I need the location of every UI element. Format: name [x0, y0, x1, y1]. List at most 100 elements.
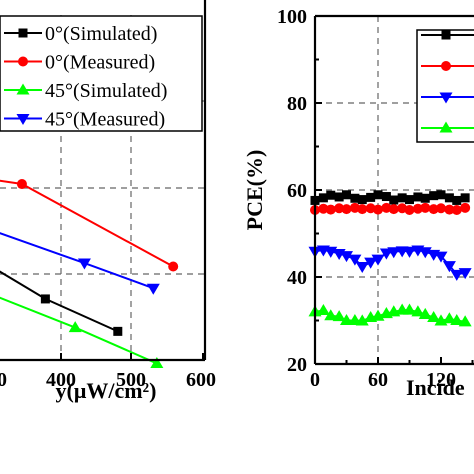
right-series-3-point — [355, 314, 369, 326]
left-x-axis-label: y(μW/cm²) — [56, 378, 157, 403]
right-series-1-point — [373, 204, 383, 215]
right-y-tick-labels: 20 40 60 80 100 — [277, 6, 307, 376]
left-x-tick-labels: 0 400 500 600 — [0, 369, 216, 391]
right-y-tick-label: 20 — [287, 354, 307, 376]
right-series-3-point — [340, 314, 353, 326]
left-x-tick-label: 0 — [0, 369, 7, 391]
left-axes-frame — [0, 0, 207, 362]
left-series-3-point — [146, 283, 160, 295]
right-series-3-point — [418, 307, 432, 319]
right-series-0-point — [460, 193, 470, 203]
right-series-0-point — [318, 193, 328, 203]
legend-marker-2 — [16, 83, 30, 95]
right-y-tick-label: 100 — [277, 6, 307, 28]
right-grid — [315, 16, 474, 364]
right-x-tick-label: 60 — [368, 369, 388, 391]
right-series-0-point — [373, 190, 383, 200]
right-series-lines — [308, 190, 472, 327]
legend-label-2: 45°(Simulated) — [45, 80, 167, 102]
right-series-0-point — [381, 192, 391, 202]
right-series-1-point — [325, 204, 336, 215]
left-series-lines — [0, 179, 179, 368]
right-x-tick-label: 0 — [310, 369, 320, 391]
right-x-tick-label: 120 — [426, 369, 456, 391]
right-series-0-point — [413, 192, 423, 202]
left-x-tick-label: 400 — [46, 369, 76, 391]
left-series-line-1 — [0, 179, 174, 268]
right-series-2-point — [387, 247, 401, 259]
right-series-1-point — [428, 204, 439, 215]
right-series-1-point — [444, 204, 455, 215]
right-y-tick-label: 60 — [287, 180, 307, 202]
right-series-0-point — [366, 192, 376, 202]
right-axes-frame — [313, 14, 474, 366]
right-legend-marker-2 — [439, 92, 453, 104]
right-series-3-point — [316, 303, 330, 316]
right-x-tick-labels: 0 60 120 — [310, 369, 456, 391]
left-series-line-2 — [0, 296, 158, 365]
right-series-0-point — [357, 195, 367, 205]
left-series-1-point — [168, 261, 179, 272]
legend-box — [0, 15, 203, 132]
right-series-2-point — [364, 257, 378, 269]
right-series-0-point — [342, 190, 351, 200]
right-series-3-point — [442, 312, 456, 324]
right-series-3-point — [403, 303, 416, 315]
right-series-0-point — [389, 195, 399, 205]
right-legend-marker-0 — [441, 30, 451, 40]
left-series-3-point — [77, 258, 91, 270]
right-series-1-point — [460, 202, 471, 213]
right-series-0-point — [452, 195, 462, 205]
right-series-0-point — [444, 193, 454, 203]
right-series-0-point — [405, 195, 414, 205]
right-series-1-point — [334, 203, 345, 214]
right-chart-panel: 20 40 60 80 100 0 60 120 PCE(%) Incide — [242, 6, 474, 400]
right-x-axis-label: Incide — [406, 375, 465, 400]
legend-label-3: 45°(Measured) — [45, 109, 165, 131]
left-chart-panel: 0 400 500 600 y(μW/cm²) 0°(Simulated) 0°(Mea… — [0, 0, 216, 403]
right-series-0-point — [436, 190, 446, 200]
right-series-2-point — [450, 269, 464, 281]
legend-label-1: 0°(Measured) — [45, 52, 155, 74]
left-series-2-point — [68, 321, 82, 333]
right-series-1-point — [357, 204, 368, 215]
right-series-1-point — [404, 205, 415, 216]
left-series-line-0 — [0, 270, 119, 333]
right-y-tick-label: 80 — [287, 93, 307, 115]
left-x-tick-label: 500 — [116, 369, 146, 391]
left-series-0-point — [40, 294, 50, 304]
right-series-2-point — [458, 268, 472, 280]
right-series-2-point — [434, 251, 448, 263]
right-series-1-point — [318, 203, 329, 214]
left-series-0-point — [113, 326, 123, 336]
right-series-2-point — [348, 254, 362, 266]
right-series-3-point — [324, 309, 338, 321]
right-series-0-point — [326, 190, 336, 200]
left-series-2-point — [150, 356, 164, 368]
right-series-0-point — [397, 193, 407, 203]
right-legend-fragment — [416, 29, 474, 143]
right-series-1-point — [451, 205, 462, 216]
legend-marker-3 — [16, 113, 30, 125]
right-series-1-point — [341, 204, 352, 215]
right-series-3-point — [411, 305, 425, 317]
right-y-tick-label: 40 — [287, 267, 307, 289]
legend-marker-1 — [18, 56, 28, 67]
right-series-2-point — [340, 251, 353, 263]
legend: 0°(Simulated) 0°(Measured) 45°(Simulated) 4… — [0, 15, 203, 132]
right-series-1-point — [388, 204, 399, 215]
right-series-2-point — [371, 254, 385, 266]
right-series-1-point — [412, 203, 423, 214]
right-series-3-point — [458, 315, 472, 327]
right-series-1-point — [436, 203, 446, 214]
left-x-tick-label: 600 — [186, 369, 216, 391]
legend-marker-0 — [18, 28, 28, 38]
right-legend-marker-3 — [439, 121, 453, 133]
right-legend-box — [416, 29, 474, 143]
right-series-2-point — [355, 262, 369, 274]
left-series-1-point — [16, 179, 27, 190]
right-legend-marker-1 — [441, 61, 451, 71]
right-series-2-point — [442, 261, 456, 273]
legend-label-0: 0°(Simulated) — [45, 23, 157, 45]
